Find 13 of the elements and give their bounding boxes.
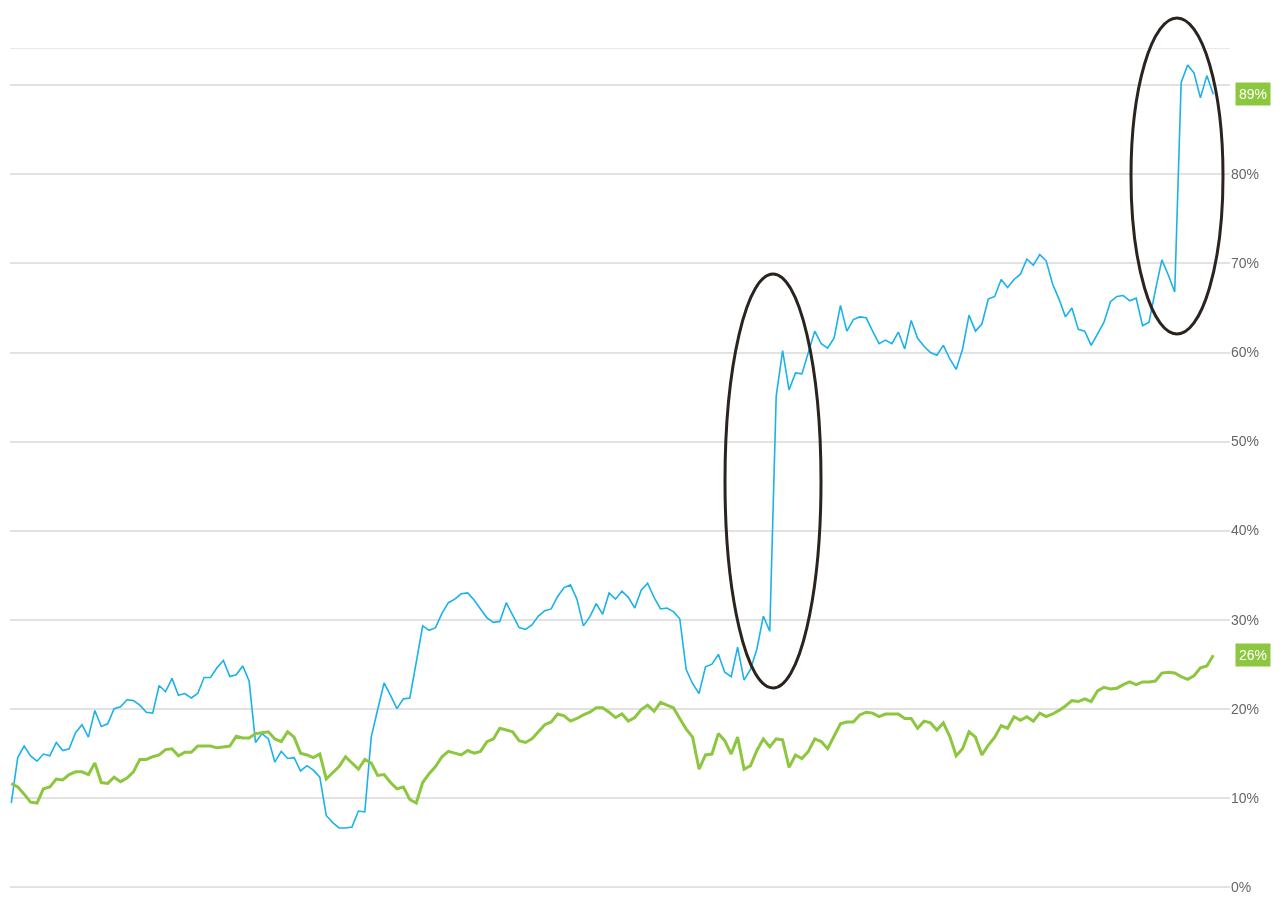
line-series — [10, 653, 1215, 805]
line-series — [10, 64, 1215, 829]
y-tick-label: 50% — [1231, 433, 1260, 450]
y-tick-label: 60% — [1231, 344, 1260, 361]
y-tick-label: 20% — [1231, 700, 1260, 717]
y-tick-label: 10% — [1231, 789, 1260, 806]
text: 89% — [1239, 86, 1268, 102]
y-tick-label: 80% — [1231, 166, 1260, 183]
y-tick-label: 40% — [1231, 522, 1260, 539]
text: 26% — [1239, 647, 1268, 663]
y-tick-label: 70% — [1231, 255, 1260, 272]
y-tick-label: 30% — [1231, 611, 1260, 628]
y-tick-label: 0% — [1231, 878, 1252, 895]
